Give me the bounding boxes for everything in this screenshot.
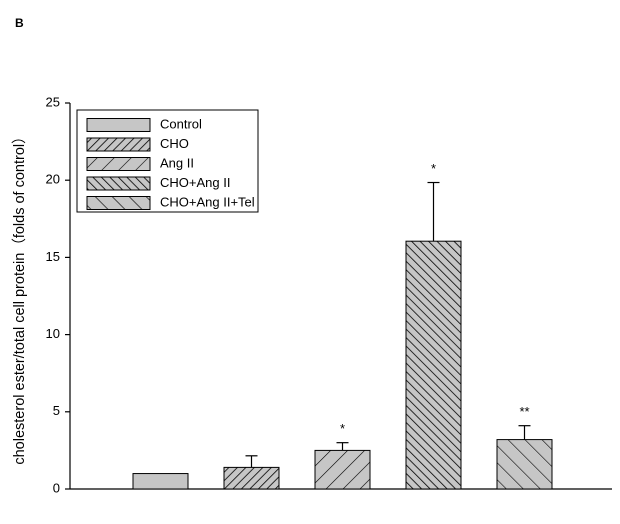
legend-swatch (86, 196, 151, 210)
bar (223, 466, 280, 490)
bar (496, 439, 553, 490)
legend-label: Control (160, 116, 202, 131)
legend-swatch (86, 157, 151, 171)
significance-label: * (340, 421, 345, 436)
y-tick-label: 5 (53, 403, 60, 418)
legend-swatch (86, 176, 151, 191)
significance-label: * (431, 161, 436, 176)
bar (314, 449, 371, 490)
y-axis-label: cholesterol ester/total cell protein（fol… (11, 129, 28, 464)
y-tick-label: 20 (46, 172, 60, 187)
legend-label: CHO+Ang II+Tel (160, 194, 255, 209)
panel-label: B (15, 16, 24, 30)
legend-box (76, 109, 259, 213)
significance-label: ** (519, 404, 529, 419)
bar (132, 473, 189, 490)
legend-swatch (86, 118, 151, 132)
y-tick-label: 10 (46, 326, 60, 341)
y-tick-label: 15 (46, 249, 60, 264)
y-tick-label: 25 (46, 94, 60, 109)
legend-label: CHO+Ang II (160, 175, 230, 190)
legend-swatch (86, 137, 151, 152)
legend-label: CHO (160, 136, 189, 151)
y-tick-label: 0 (53, 480, 60, 495)
legend-label: Ang II (160, 155, 194, 170)
bar (405, 240, 462, 490)
